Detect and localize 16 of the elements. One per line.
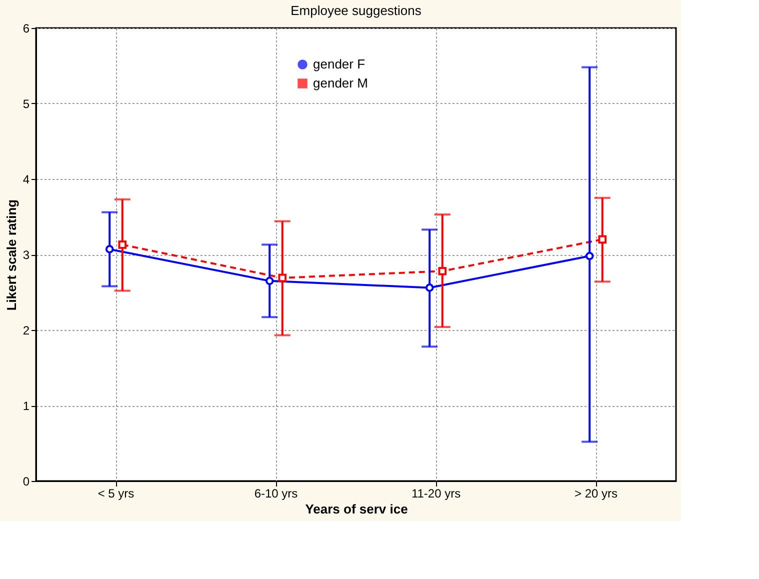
y-tick-label: 6: [22, 22, 30, 36]
y-tick-label: 0: [22, 474, 30, 488]
chart-title: Employee suggestions: [290, 3, 422, 18]
y-tick-label: 3: [22, 248, 30, 262]
y-tick-label: 1: [22, 399, 30, 413]
y-tick-label: 5: [22, 97, 30, 111]
x-tick-label: < 5 yrs: [98, 486, 134, 500]
x-tick-label: > 20 yrs: [574, 486, 618, 500]
x-tick-label: 11-20 yrs: [411, 486, 461, 500]
legend-label: gender M: [313, 76, 368, 90]
x-axis-title: Years of serv ice: [305, 502, 408, 516]
y-tick-label: 4: [22, 172, 30, 186]
legend-label: gender F: [313, 56, 366, 72]
x-tick-label: 6-10 yrs: [254, 486, 298, 500]
y-axis-title: Likert scale rating: [4, 199, 19, 311]
y-tick-label: 2: [22, 324, 30, 338]
